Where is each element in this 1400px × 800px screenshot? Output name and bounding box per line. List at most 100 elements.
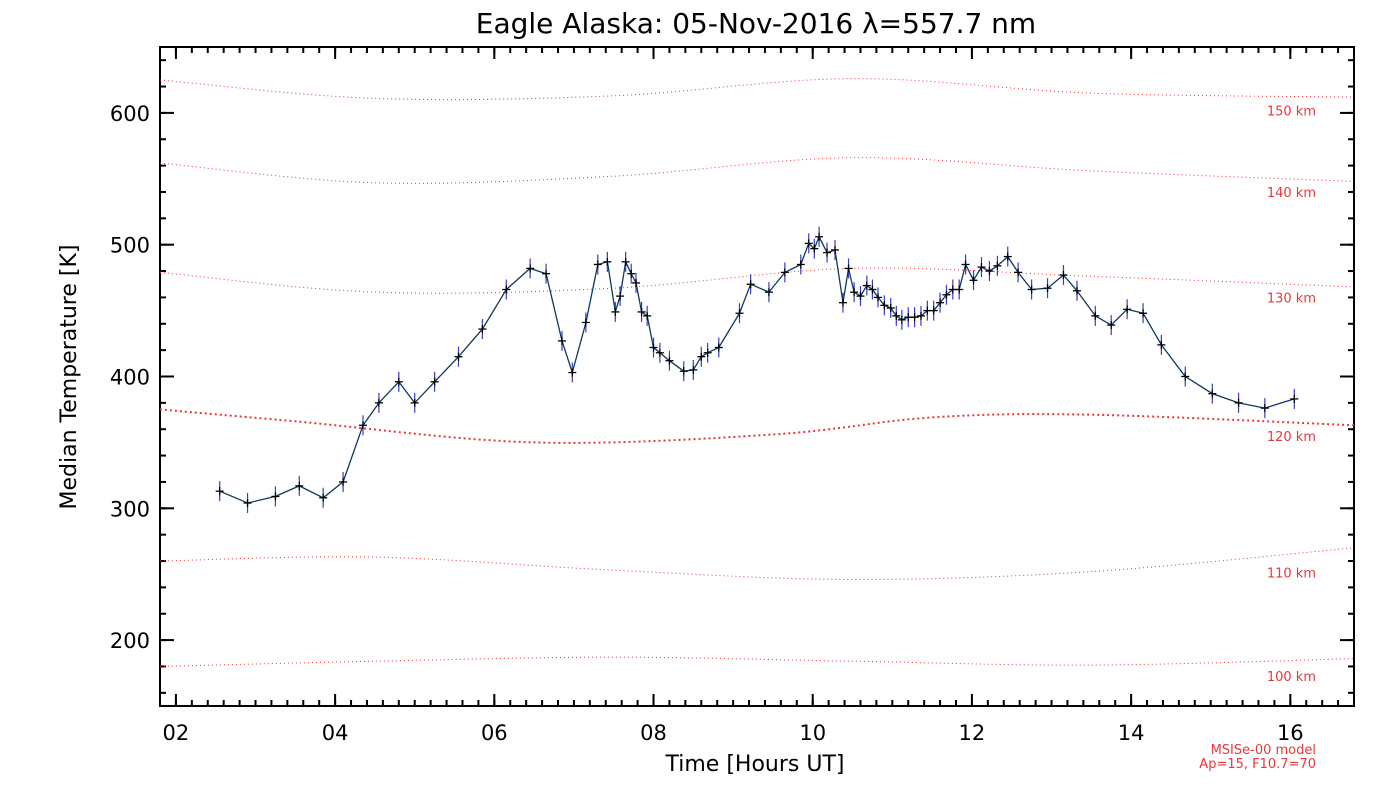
data-point xyxy=(1260,398,1269,419)
model-note-line-1: MSISe-00 model xyxy=(1211,743,1316,758)
data-point xyxy=(873,287,882,308)
data-point xyxy=(1091,305,1100,326)
data-point xyxy=(1043,278,1052,299)
data-point xyxy=(780,262,789,283)
data-point xyxy=(714,337,723,358)
data-point xyxy=(478,319,487,340)
data-point xyxy=(1123,299,1132,320)
data-point xyxy=(394,371,403,392)
y-tick-label: 300 xyxy=(110,497,150,521)
tick-labels: 02 04 06 08 10 12 14 16 200 300 400 500 600 xyxy=(110,102,1304,745)
axis-ticks xyxy=(159,47,1355,706)
data-point xyxy=(430,371,439,392)
data-point xyxy=(886,297,895,318)
data-point xyxy=(697,346,706,367)
data-point xyxy=(655,342,664,363)
data-point xyxy=(679,361,688,382)
data-point xyxy=(955,279,964,300)
data-point xyxy=(603,251,612,272)
model-note-line-2: Ap=15, F10.7=70 xyxy=(1199,757,1316,772)
data-point xyxy=(339,471,348,492)
data-point xyxy=(942,284,951,305)
data-point xyxy=(910,307,919,328)
data-point xyxy=(1107,315,1116,336)
data-point xyxy=(856,286,865,307)
x-tick-label: 16 xyxy=(1277,721,1304,745)
data-point xyxy=(454,346,463,367)
data-point xyxy=(616,286,625,307)
y-tick-label: 400 xyxy=(110,366,150,390)
series-line xyxy=(219,235,1295,504)
data-point xyxy=(862,275,871,296)
data-point xyxy=(815,226,824,247)
data-point xyxy=(1014,262,1023,283)
data-point xyxy=(637,301,646,322)
y-axis-label: Median Temperature [K] xyxy=(57,245,82,510)
data-point xyxy=(665,350,674,371)
model-curve-label: 130 km xyxy=(1267,292,1316,307)
data-point xyxy=(831,239,840,260)
data-point xyxy=(844,258,853,279)
data-point xyxy=(804,233,813,254)
data-point xyxy=(929,300,938,321)
data-point xyxy=(838,292,847,313)
y-tick-label: 200 xyxy=(110,629,150,653)
data-point xyxy=(850,282,859,303)
data-point xyxy=(581,312,590,333)
data-point xyxy=(746,274,755,295)
data-point xyxy=(823,242,832,263)
data-point xyxy=(810,238,819,259)
model-curve-140-km xyxy=(159,157,1355,184)
model-curve-100-km xyxy=(159,656,1355,667)
data-point xyxy=(703,342,712,363)
data-point xyxy=(993,255,1002,276)
data-point xyxy=(632,272,641,293)
data-point xyxy=(1139,303,1148,324)
data-point xyxy=(643,305,652,326)
model-curve-150-km xyxy=(159,78,1355,101)
model-curve-130-km xyxy=(159,267,1355,294)
y-tick-label: 500 xyxy=(110,234,150,258)
data-point xyxy=(796,254,805,275)
model-curve-label: 110 km xyxy=(1267,566,1316,581)
model-curve-label: 120 km xyxy=(1267,430,1316,445)
model-curve-120-km xyxy=(159,408,1355,444)
model-curve-label: 100 km xyxy=(1267,670,1316,685)
data-point xyxy=(627,263,636,284)
x-axis-label: Time [Hours UT] xyxy=(665,752,845,777)
chart-title: Eagle Alaska: 05-Nov-2016 λ=557.7 nm xyxy=(476,7,1036,40)
data-point xyxy=(271,486,280,507)
data-point xyxy=(1208,383,1217,404)
data-point xyxy=(621,251,630,272)
model-curve-label: 150 km xyxy=(1267,105,1316,120)
data-point xyxy=(1003,246,1012,267)
data-point xyxy=(916,305,925,326)
data-point xyxy=(542,263,551,284)
data-point xyxy=(1059,265,1068,286)
data-point xyxy=(215,481,224,502)
data-point xyxy=(568,362,577,383)
data-point xyxy=(526,258,535,279)
y-tick-label: 600 xyxy=(110,102,150,126)
model-curve-110-km xyxy=(159,547,1355,581)
data-point xyxy=(764,282,773,303)
data-point xyxy=(358,415,367,436)
data-point xyxy=(1027,279,1036,300)
data-series xyxy=(215,226,1299,514)
data-point xyxy=(502,279,511,300)
x-tick-label: 14 xyxy=(1118,721,1145,745)
data-point xyxy=(735,303,744,324)
data-point xyxy=(611,301,620,322)
plot-frame xyxy=(159,46,1355,707)
data-point xyxy=(985,261,994,282)
data-point xyxy=(1290,388,1299,409)
data-point xyxy=(897,309,906,330)
data-point xyxy=(649,337,658,358)
data-point xyxy=(969,270,978,291)
data-point xyxy=(1072,280,1081,301)
x-tick-label: 12 xyxy=(959,721,986,745)
data-point xyxy=(892,305,901,326)
data-point xyxy=(243,493,252,514)
x-tick-label: 10 xyxy=(799,721,826,745)
